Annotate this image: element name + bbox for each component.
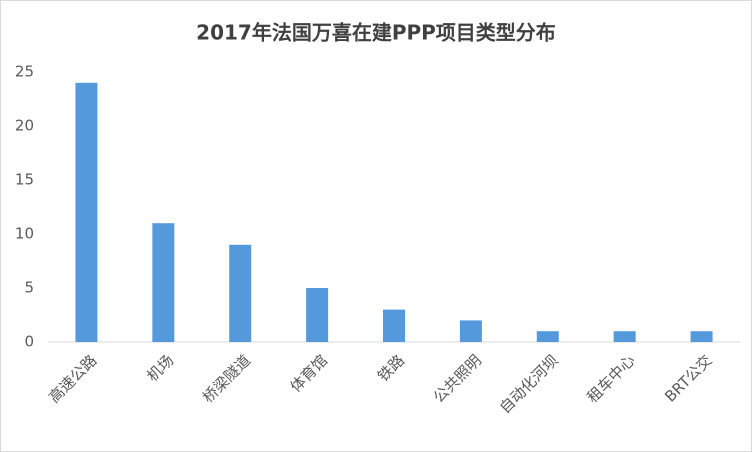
bar <box>690 331 713 342</box>
bar <box>536 331 559 342</box>
bar <box>152 223 175 342</box>
y-tick-label: 10 <box>15 225 34 243</box>
y-tick-label: 5 <box>24 279 34 297</box>
bar <box>383 309 405 342</box>
y-tick-label: 0 <box>24 333 34 351</box>
bar <box>613 331 636 342</box>
y-tick-label: 15 <box>15 171 34 189</box>
bar <box>459 320 482 342</box>
y-tick-label: 20 <box>15 117 34 135</box>
bar <box>306 288 329 342</box>
bar <box>75 82 98 343</box>
chart-title: 2017年法国万喜在建PPP项目类型分布 <box>196 21 556 45</box>
bar <box>229 244 252 342</box>
y-tick-label: 25 <box>15 63 34 81</box>
